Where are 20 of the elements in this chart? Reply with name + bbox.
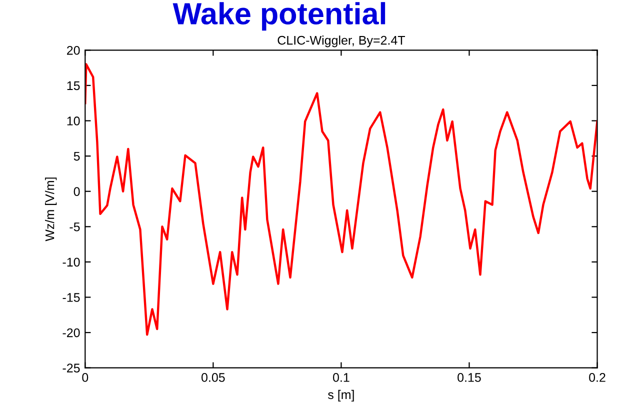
x-tick-label: 0.05 (202, 373, 225, 382)
line-series (85, 63, 598, 336)
y-tick-label: -20 (62, 328, 80, 338)
chart-subtitle: CLIC-Wiggler, By=2.4T (278, 36, 405, 48)
x-axis-title: s [m] (328, 390, 354, 402)
y-axis-title: Wz/m [V/m] (45, 178, 57, 242)
x-tick-label: 0.15 (458, 373, 481, 382)
y-tick-label: 5 (74, 152, 80, 161)
y-tick-label: -25 (62, 364, 80, 372)
y-tick-label: -15 (62, 293, 80, 302)
chart-title: Wake potential (172, 2, 386, 31)
y-tick-label: 20 (67, 46, 80, 55)
x-tick-label: 0 (82, 373, 88, 382)
x-tick-label: 0.2 (589, 373, 606, 382)
x-tick-label: 0.1 (333, 373, 350, 382)
y-tick-label: -5 (70, 222, 80, 232)
y-tick-label: 15 (67, 81, 80, 90)
y-tick-label: 0 (74, 187, 80, 196)
y-tick-label: 10 (67, 116, 80, 126)
y-tick-label: -10 (62, 258, 80, 267)
